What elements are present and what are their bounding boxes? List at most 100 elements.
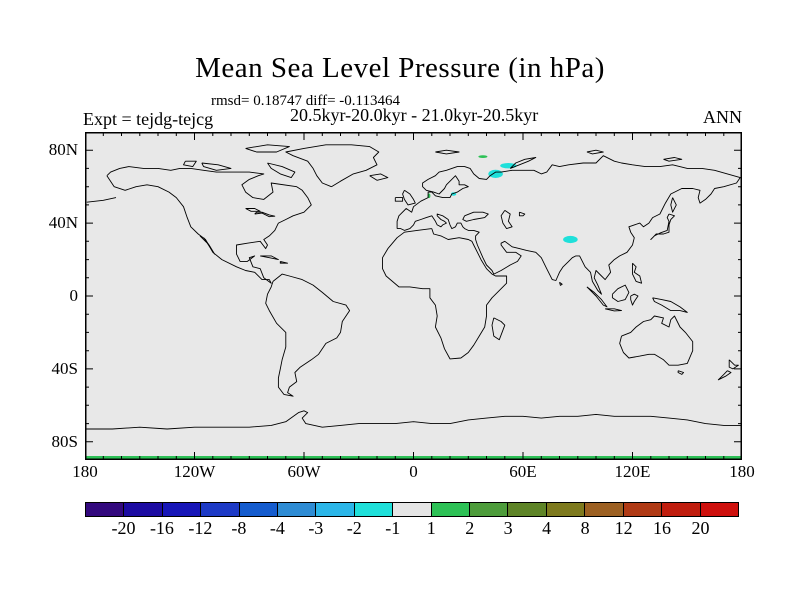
lon-tick-label: 60E <box>509 462 537 481</box>
coastline <box>462 211 489 222</box>
coastline <box>559 281 563 286</box>
coastline <box>604 308 622 312</box>
season-label: ANN <box>703 107 742 127</box>
period-line: 20.5kyr-20.0kyr - 21.0kyr-20.5kyr <box>290 105 539 125</box>
lon-tick-label: 60W <box>287 462 321 481</box>
colorbar-tick-label: -1 <box>385 518 401 538</box>
colorbar-segment <box>623 503 663 516</box>
colorbar-segment <box>124 503 163 516</box>
lon-tick-label: 0 <box>409 462 418 481</box>
coastline <box>369 173 389 181</box>
coastline <box>86 197 117 203</box>
anomaly-patch <box>488 169 503 178</box>
colorbar-tick-label: -4 <box>269 518 285 538</box>
coastline <box>396 155 741 295</box>
colorbar-tick-label: 2 <box>465 518 475 538</box>
anomaly-patch <box>478 155 488 158</box>
coastline <box>394 197 404 202</box>
coastline <box>265 273 351 397</box>
coastline <box>500 210 513 230</box>
coastline <box>199 235 216 255</box>
coastline <box>586 149 604 155</box>
figure-title: Mean Sea Level Pressure (in hPa) <box>195 52 605 84</box>
coastline <box>586 286 608 308</box>
coastline <box>670 197 677 213</box>
coastline <box>717 370 732 381</box>
colorbar-tick-label: -12 <box>188 518 213 538</box>
coastline <box>518 211 526 217</box>
coastline <box>260 255 279 261</box>
anomaly-patch <box>563 235 578 244</box>
coastline <box>677 370 685 375</box>
anomaly-patch <box>500 163 517 169</box>
experiment-label: Expt = tejdg-tejcg <box>83 109 214 129</box>
coastline <box>663 157 683 162</box>
lon-tick-label: 120W <box>173 462 216 481</box>
colorbar-segment <box>700 503 738 516</box>
colorbar-segment <box>201 503 240 516</box>
coastline <box>245 144 290 153</box>
coastline <box>201 162 232 171</box>
lat-tick-label: 40N <box>48 213 78 233</box>
lat-tick-label: 80N <box>48 140 78 160</box>
colorbar-tick-label: 12 <box>614 518 633 538</box>
coastline <box>245 208 261 212</box>
colorbar-segment <box>393 503 432 516</box>
coastline <box>435 149 460 155</box>
coastline <box>254 211 276 218</box>
map-background <box>85 132 742 460</box>
colorbar <box>85 502 739 517</box>
coastline <box>85 410 742 430</box>
lon-tick-label: 120E <box>614 462 651 481</box>
colorbar-segment <box>470 503 509 516</box>
axis-ticks <box>85 132 742 460</box>
colorbar-segment <box>278 503 317 516</box>
colorbar-segment <box>239 503 279 516</box>
coastline <box>728 359 739 370</box>
stats-line: rmsd= 0.18747 diff= -0.113464 <box>211 93 400 109</box>
coastline <box>183 160 197 168</box>
coastline <box>402 189 416 206</box>
colorbar-segment <box>585 503 624 516</box>
lat-tick-label: 0 <box>69 286 79 305</box>
coastline <box>382 228 508 360</box>
colorbar-tick-label: -8 <box>231 518 247 538</box>
colorbar-tick-label: -2 <box>346 518 362 538</box>
coastline <box>509 157 537 169</box>
colorbar-tick-label: -3 <box>308 518 324 538</box>
colorbar-segment <box>662 503 701 516</box>
coastline <box>632 262 643 284</box>
colorbar-segment <box>86 503 125 516</box>
lon-tick-label: 180 <box>729 462 755 481</box>
coastline <box>650 213 675 240</box>
coastline <box>630 293 639 306</box>
colorbar-tick-label: 8 <box>580 518 590 538</box>
coastline <box>491 317 506 341</box>
world-map-plot <box>85 132 742 460</box>
coastline <box>106 166 312 284</box>
coastline <box>267 162 296 179</box>
map-canvas <box>85 132 742 460</box>
colorbar-segment <box>354 503 394 516</box>
coastline <box>619 315 694 366</box>
lon-tick-label: 180 <box>72 462 98 481</box>
colorbar-tick-label: 20 <box>691 518 710 538</box>
colorbar-segment <box>316 503 355 516</box>
coastline <box>611 284 630 302</box>
colorbar-tick-label: -20 <box>111 518 136 538</box>
coastline <box>652 297 688 313</box>
colorbar-segment <box>546 503 586 516</box>
colorbar-segment <box>508 503 547 516</box>
coastline <box>279 260 289 264</box>
colorbar-tick-label: 1 <box>426 518 436 538</box>
lat-tick-label: 40S <box>51 358 78 378</box>
coastline <box>285 144 380 188</box>
colorbar-tick-label: 3 <box>503 518 513 538</box>
lat-tick-label: 80S <box>51 431 78 451</box>
colorbar-tick-label: 4 <box>542 518 552 538</box>
colorbar-tick-label: -16 <box>149 518 174 538</box>
colorbar-tick-label: 16 <box>653 518 672 538</box>
colorbar-segment <box>162 503 202 516</box>
map-frame <box>85 132 742 460</box>
colorbar-segment <box>431 503 471 516</box>
